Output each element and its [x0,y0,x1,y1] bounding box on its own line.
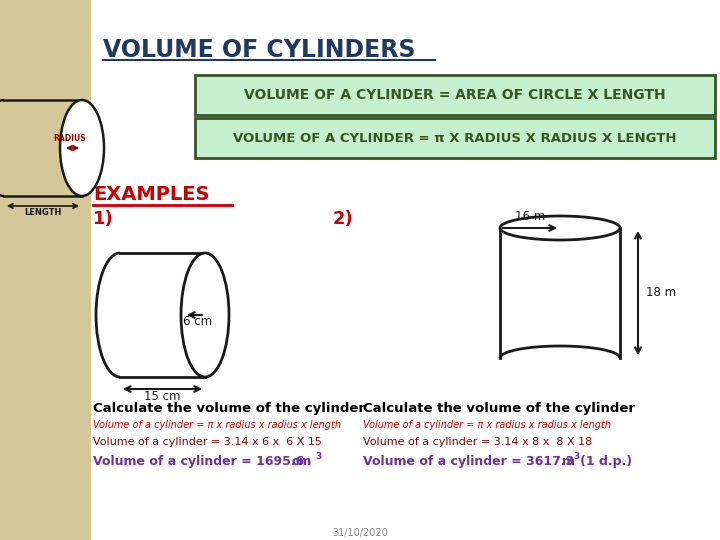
Text: Volume of a cylinder = 1695.6: Volume of a cylinder = 1695.6 [93,455,305,468]
Text: cm: cm [292,455,312,468]
Text: Calculate the volume of the cylinder: Calculate the volume of the cylinder [93,402,365,415]
Text: LENGTH: LENGTH [24,208,62,217]
Text: RADIUS: RADIUS [54,134,86,143]
Text: Volume of a cylinder = 3.14 x 8 x  8 X 18: Volume of a cylinder = 3.14 x 8 x 8 X 18 [363,437,593,447]
Bar [195,118,715,158]
Ellipse shape [60,100,104,196]
Text: VOLUME OF A CYLINDER = AREA OF CIRCLE X LENGTH: VOLUME OF A CYLINDER = AREA OF CIRCLE X … [244,88,666,102]
Text: Volume of a cylinder = π x radius x radius x length: Volume of a cylinder = π x radius x radi… [93,420,341,430]
Ellipse shape [500,216,620,240]
Text: 16 m: 16 m [515,210,545,223]
Text: EXAMPLES: EXAMPLES [93,185,210,204]
Text: Volume of a cylinder = 3.14 x 6 x  6 X 15: Volume of a cylinder = 3.14 x 6 x 6 X 15 [93,437,322,447]
Text: 3: 3 [315,452,321,461]
Text: VOLUME OF A CYLINDER = π X RADIUS X RADIUS X LENGTH: VOLUME OF A CYLINDER = π X RADIUS X RADI… [233,132,677,145]
Bar [195,75,715,115]
Text: 6 cm: 6 cm [184,315,212,328]
Text: (1 d.p.): (1 d.p.) [580,455,632,468]
Text: Volume of a cylinder = 3617.3: Volume of a cylinder = 3617.3 [363,455,575,468]
Bar [0,0,90,540]
Text: 31/10/2020: 31/10/2020 [332,528,388,538]
Text: 3: 3 [573,452,580,461]
Text: Volume of a cylinder = π x radius x radius x length: Volume of a cylinder = π x radius x radi… [363,420,611,430]
Text: 1): 1) [93,210,114,228]
Text: 15 cm: 15 cm [144,390,181,403]
Ellipse shape [181,253,229,377]
Text: Calculate the volume of the cylinder: Calculate the volume of the cylinder [363,402,635,415]
Text: m: m [562,455,575,468]
Text: VOLUME OF CYLINDERS: VOLUME OF CYLINDERS [103,38,415,62]
Text: 18 m: 18 m [646,287,676,300]
Text: 2): 2) [333,210,354,228]
